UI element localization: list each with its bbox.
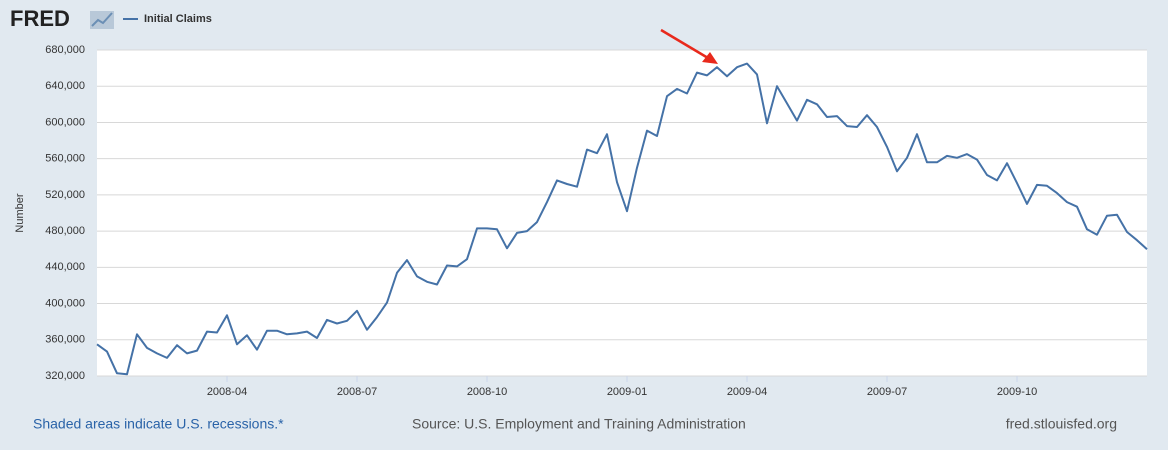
x-tick-label: 2009-10 [997,386,1037,398]
series-line [96,62,1148,376]
y-tick-label: 560,000 [45,153,85,165]
y-tick-label: 480,000 [45,225,85,237]
y-tick-label: 520,000 [45,189,85,201]
source: Source: U.S. Employment and Training Adm… [412,416,746,432]
y-axis-label: Number [14,193,26,232]
logo-icon [90,11,114,29]
x-tick-label: 2008-10 [467,386,507,398]
y-tick-label: 440,000 [45,261,85,273]
y-tick-label: 600,000 [45,116,85,128]
y-tick-label: 640,000 [45,80,85,92]
annotation-arrow [660,28,718,64]
x-tick-label: 2008-04 [207,386,247,398]
y-tick-label: 400,000 [45,297,85,309]
x-tick-label: 2009-04 [727,386,767,398]
y-tick-label: 360,000 [45,334,85,346]
recession-note[interactable]: Shaded areas indicate U.S. recessions.* [33,416,284,432]
logo[interactable]: FRED [10,6,70,31]
x-tick-label: 2008-07 [337,386,377,398]
y-tick-label: 680,000 [45,44,85,56]
plot-area [97,50,1147,376]
site[interactable]: fred.stlouisfed.org [1006,416,1117,432]
y-tick-label: 320,000 [45,370,85,382]
x-tick-label: 2009-01 [607,386,647,398]
legend-label[interactable]: Initial Claims [144,13,212,25]
x-tick-label: 2009-07 [867,386,907,398]
